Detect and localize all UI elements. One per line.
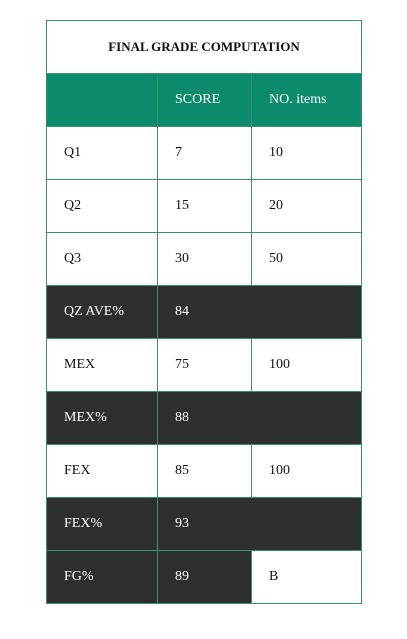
header-blank [46,73,158,127]
header-score: SCORE [157,73,252,127]
table-row-q3: Q3 30 50 [46,232,363,286]
row-score: 75 [157,338,252,392]
table-title: FINAL GRADE COMPUTATION [45,20,363,74]
row-label: Q1 [46,126,158,180]
row-items: 50 [250,232,363,286]
row-label: MEX [46,338,158,392]
row-label: Q2 [46,179,158,233]
row-label: FEX% [46,497,158,551]
row-label: FG% [46,550,158,604]
row-items: 10 [250,126,363,180]
row-score: 15 [157,179,252,233]
table-row-mex-percent: MEX% 88 [46,391,363,445]
row-label: Q3 [46,232,158,286]
row-score: 88 [156,391,363,445]
final-grade-table: FINAL GRADE COMPUTATION SCORE NO. items … [45,20,363,604]
table-row-q1: Q1 7 10 [46,126,363,180]
row-score: 85 [157,444,252,498]
table-row-fg-percent: FG% 89 B [46,550,363,604]
table-row-fex-percent: FEX% 93 [46,497,363,551]
row-label: MEX% [46,391,158,445]
table-row-mex: MEX 75 100 [46,338,363,392]
table-row-fex: FEX 85 100 [46,444,363,498]
table-title-row: FINAL GRADE COMPUTATION [45,20,363,74]
table-row-qz-ave: QZ AVE% 84 [46,285,363,339]
table-header-row: SCORE NO. items [46,73,363,127]
row-items: 100 [250,338,363,392]
row-items: 100 [250,444,363,498]
row-score: 84 [156,285,363,339]
row-score: 30 [157,232,252,286]
table-row-q2: Q2 15 20 [46,179,363,233]
row-label: QZ AVE% [46,285,158,339]
header-items: NO. items [250,73,363,127]
row-items: 20 [250,179,363,233]
row-score: 89 [157,550,252,604]
row-score: 7 [157,126,252,180]
final-letter-grade: B [250,550,363,604]
row-label: FEX [46,444,158,498]
row-score: 93 [156,497,363,551]
